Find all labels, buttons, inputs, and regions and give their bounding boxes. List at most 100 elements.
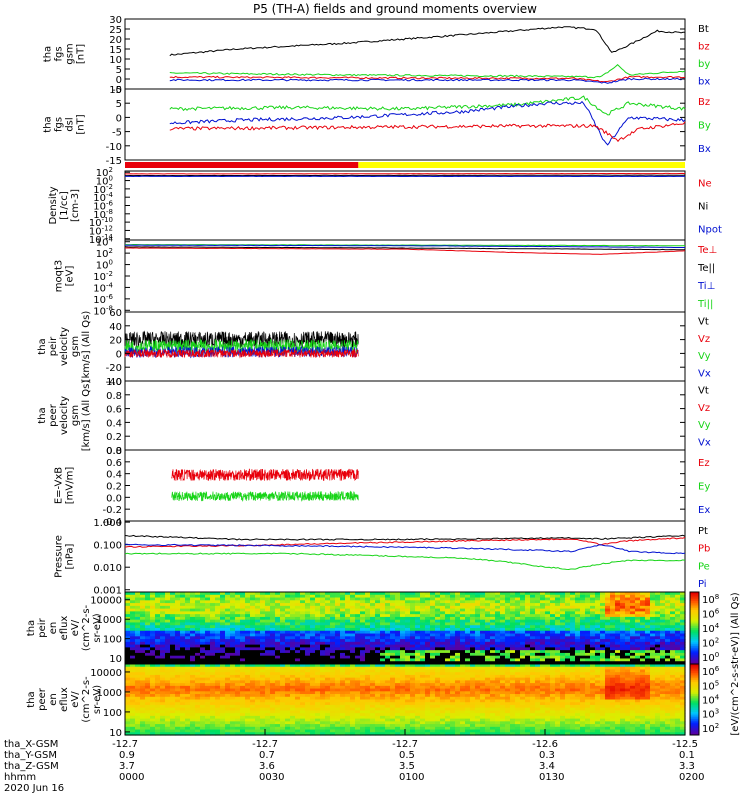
panel-peer-spectrogram-cell	[280, 713, 286, 717]
panel-peir-spectrogram-cell	[410, 650, 416, 654]
panel-peer-spectrogram-cell	[410, 729, 416, 733]
panel-peir-spectrogram-cell	[290, 661, 296, 665]
panel-peir-spectrogram-cell	[275, 594, 281, 599]
panel-peir-spectrogram-cell	[255, 603, 261, 607]
panel-peer-spectrogram-cell	[130, 683, 136, 687]
panel-peer-spectrogram-cell	[370, 702, 376, 706]
panel-peer-velocity-legend-3: Vx	[698, 437, 711, 448]
panel-peir-spectrogram-cell	[145, 603, 151, 607]
panel-peir-spectrogram-cell	[350, 605, 356, 610]
panel-density-ticklabel-2: 10-2	[93, 183, 113, 196]
panel-peer-spectrogram-cell	[320, 674, 326, 679]
panel-peir-spectrogram-cell	[245, 592, 251, 596]
panel-peir-spectrogram-cell	[235, 611, 241, 615]
panel-peir-spectrogram-cell	[540, 619, 546, 624]
panel-peir-spectrogram-cell	[240, 639, 246, 643]
panel-peir-spectrogram-cell	[365, 650, 371, 654]
panel-peir-spectrogram-cell	[195, 622, 201, 626]
panel-peir-spectrogram-cell	[575, 605, 581, 610]
panel-peer-spectrogram-cell	[200, 724, 206, 728]
panel-peir-spectrogram-cell	[390, 639, 396, 643]
panel-peir-spectrogram-cell	[415, 658, 421, 662]
panel-peir-spectrogram-cell	[325, 636, 331, 640]
panel-peer-spectrogram-cell	[205, 715, 211, 720]
panel-peer-spectrogram-cell	[425, 674, 431, 679]
panel-peer-spectrogram-cell	[195, 683, 201, 687]
panel-peer-spectrogram-cell	[415, 669, 421, 673]
panel-peir-spectrogram-cell	[545, 661, 551, 665]
panel-peir-spectrogram-cell	[565, 630, 571, 635]
panel-peer-spectrogram-cell	[360, 691, 366, 695]
panel-peir-spectrogram-cell	[625, 661, 631, 665]
panel-peir-spectrogram-cell	[160, 661, 166, 665]
panel-peer-spectrogram-cell	[330, 702, 336, 706]
panel-peer-spectrogram-cell	[210, 729, 216, 733]
panel-peer-spectrogram-cell	[410, 696, 416, 701]
panel-peir-spectrogram-cell	[150, 616, 156, 621]
panel-peer-spectrogram-cell	[405, 724, 411, 728]
panel-peer-spectrogram-cell	[130, 726, 136, 731]
panel-peir-spectrogram-cell	[650, 650, 656, 654]
panel-peir-spectrogram-cell	[285, 644, 291, 648]
panel-peir-spectrogram-cell	[645, 597, 651, 601]
panel-peer-spectrogram-cell	[385, 669, 391, 673]
panel-peir-spectrogram-cell	[255, 647, 261, 651]
panel-peer-spectrogram-cell	[210, 726, 216, 731]
panel-peer-spectrogram-cell	[400, 683, 406, 687]
panel-peir-spectrogram-cell	[265, 608, 271, 612]
panel-peir-spectrogram-cell	[540, 636, 546, 640]
panel-peir-spectrogram-cell	[490, 592, 496, 596]
panel-peer-spectrogram-cell	[435, 694, 441, 698]
panel-peir-spectrogram-cell	[435, 625, 441, 629]
panel-peir-spectrogram-cell	[595, 616, 601, 621]
panel-peir-spectrogram-cell	[365, 652, 371, 657]
panel-peer-spectrogram-cell	[280, 718, 286, 722]
panel-peir-spectrogram-cell	[225, 600, 231, 604]
panel-peir-spectrogram-cell	[300, 597, 306, 601]
panel-peir-spectrogram-ylabel: tha peir en eflux eV/(cm^2-s-sr-eV)	[26, 604, 103, 651]
panel-peir-spectrogram-cell	[280, 611, 286, 615]
panel-peir-spectrogram-cell	[590, 636, 596, 640]
panel-peer-spectrogram-cell	[315, 669, 321, 673]
panel-peir-spectrogram-cell	[670, 655, 676, 660]
panel-peir-spectrogram-cell	[375, 647, 381, 651]
panel-peer-spectrogram-cell	[125, 696, 131, 701]
panel-peer-spectrogram-cell	[400, 713, 406, 717]
panel-peir-spectrogram-cell	[175, 647, 181, 651]
panel-peir-spectrogram-cell	[635, 600, 641, 604]
panel-peer-spectrogram-cell	[270, 715, 276, 720]
panel-peir-spectrogram-cell	[230, 611, 236, 615]
panel-efield-series-Ey	[171, 490, 359, 502]
panel-peer-spectrogram-cell	[340, 715, 346, 720]
panel-peer-spectrogram-cell	[350, 664, 356, 668]
panel-peir-spectrogram-cell	[415, 661, 421, 665]
panel-peir-spectrogram-cell	[250, 644, 256, 648]
panel-peer-spectrogram-cell	[270, 713, 276, 717]
panel-peir-spectrogram-cell	[495, 600, 501, 604]
panel-peir-spectrogram-cell	[470, 647, 476, 651]
panel-peer-spectrogram-cell	[155, 680, 161, 684]
panel-peir-spectrogram-cell	[405, 647, 411, 651]
panel-peir-spectrogram-cell	[565, 639, 571, 643]
panel-peer-spectrogram-cell	[405, 683, 411, 687]
panel-peir-spectrogram-cell	[320, 636, 326, 640]
panel-peer-spectrogram-cell	[355, 696, 361, 701]
panel-peir-spectrogram-cell	[640, 625, 646, 629]
panel-peer-spectrogram-cell	[390, 724, 396, 728]
panel-peer-spectrogram-cell	[340, 685, 346, 690]
panel-peir-spectrogram-cell	[510, 603, 516, 607]
panel-peer-spectrogram-cell	[195, 680, 201, 684]
panel-peer-spectrogram-cell	[185, 680, 191, 684]
panel-peir-spectrogram-cell	[430, 592, 436, 596]
panel-peir-spectrogram-cell	[645, 614, 651, 618]
panel-peir-spectrogram-cell	[380, 655, 386, 660]
panel-peir-spectrogram-cell	[505, 641, 511, 646]
panel-peir-spectrogram-cell	[505, 605, 511, 610]
panel-peer-spectrogram-cell	[165, 691, 171, 695]
panel-peir-spectrogram-cell	[580, 625, 586, 629]
panel-peer-spectrogram-cell	[265, 664, 271, 668]
panel-peer-spectrogram-cell	[320, 718, 326, 722]
panel-peir-spectrogram-cell	[140, 608, 146, 612]
panel-peir-spectrogram-cell	[510, 633, 516, 637]
panel-peer-spectrogram-cell	[465, 683, 471, 687]
